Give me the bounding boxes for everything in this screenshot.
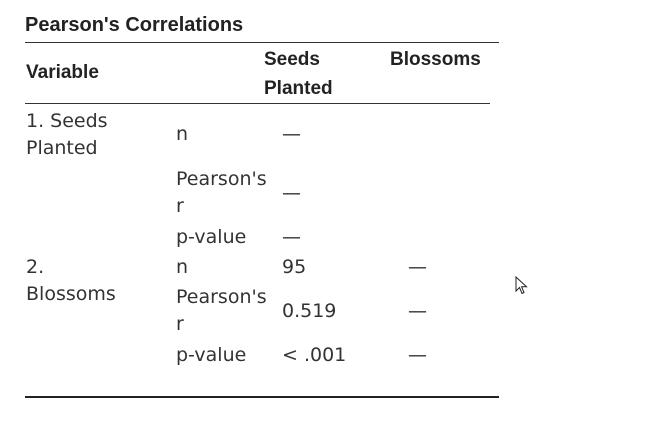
stat-label-p-value: p-value xyxy=(176,344,247,366)
column-header-variable: Variable xyxy=(26,62,99,83)
column-header-seeds-planted: Seeds Planted xyxy=(264,49,333,99)
stat-label-p-value: p-value xyxy=(176,226,247,248)
seeds-planted-value: < .001 xyxy=(282,344,347,366)
stat-label-n: n xyxy=(176,256,189,278)
stat-label-pearsons-r: Pearson's r xyxy=(176,168,267,217)
blossoms-value: — xyxy=(408,256,427,278)
table-bottom-divider xyxy=(25,396,499,398)
title-divider xyxy=(25,42,499,43)
correlation-table: Pearson's Correlations Variable Seeds Pl… xyxy=(25,12,499,366)
row-variable-blossoms: 2. Blossoms xyxy=(26,256,116,305)
header-divider xyxy=(25,103,490,104)
column-header-blossoms: Blossoms xyxy=(390,49,481,70)
seeds-planted-value: — xyxy=(282,226,301,248)
blossoms-value: — xyxy=(408,344,427,366)
blossoms-value: — xyxy=(408,300,427,322)
seeds-planted-value: 95 xyxy=(282,256,307,278)
stat-label-pearsons-r: Pearson's r xyxy=(176,286,267,335)
seeds-planted-value: — xyxy=(282,123,301,145)
stat-label-n: n xyxy=(176,123,189,145)
seeds-planted-value: 0.519 xyxy=(282,300,337,322)
mouse-pointer-icon xyxy=(515,276,528,295)
seeds-planted-value: — xyxy=(282,182,301,204)
row-variable-seeds-planted: 1. Seeds Planted xyxy=(26,110,108,159)
table-title: Pearson's Correlations xyxy=(25,14,244,36)
